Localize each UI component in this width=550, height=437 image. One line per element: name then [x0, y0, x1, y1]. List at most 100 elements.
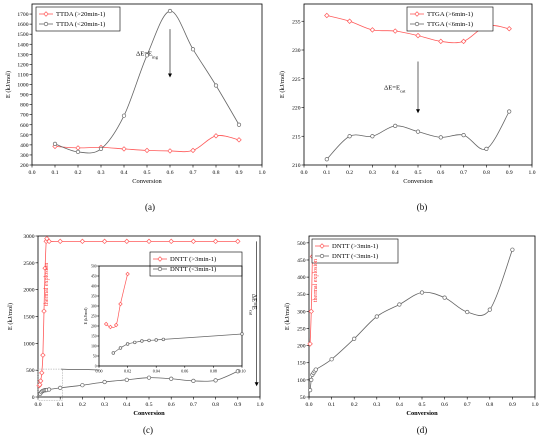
legend-box [406, 6, 494, 32]
legend: TTGA (>6min-1) TTGA (<6min-1) [406, 6, 494, 32]
y-tick-label: 300 [20, 153, 29, 159]
x-tick-label: 0.3 [98, 170, 105, 176]
data-point [213, 378, 218, 383]
data-point [98, 146, 104, 152]
data-point [46, 387, 52, 392]
x-tick-label: 0.2 [75, 170, 82, 176]
inset-data-point [140, 339, 144, 343]
data-point [352, 336, 357, 341]
data-point [57, 238, 63, 245]
y-tick-label: 1200 [17, 62, 28, 68]
y-tick-label: 100 [297, 378, 306, 384]
x-tick-label: 0.2 [346, 170, 353, 176]
x-tick-label: 0.7 [190, 402, 197, 408]
legend-entry: TTDA (<20min-1) [56, 21, 105, 28]
x-tick-label: 1.0 [529, 170, 536, 176]
legend: DNTT (>3min-1) DNTT (<3min-1) [149, 251, 243, 277]
inset-y-tick-label: 250 [91, 314, 97, 318]
x-axis-label: Conversion [406, 410, 438, 417]
data-point [52, 141, 58, 146]
data-point [313, 367, 318, 372]
x-tick-label: 0.0 [29, 170, 36, 176]
y-tick-label: 1500 [17, 32, 28, 38]
y-tick-label: 2000 [23, 288, 34, 294]
data-point [460, 38, 467, 45]
y-tick-label: 1300 [17, 52, 28, 58]
inset-y-tick-label: 50 [93, 354, 97, 358]
data-point [121, 146, 127, 152]
inset-y-tick-label: 350 [91, 294, 97, 298]
data-point [507, 109, 512, 114]
data-point [461, 132, 466, 138]
panel-label: (a) [145, 202, 155, 212]
legend-box [35, 6, 121, 32]
x-tick-label: 1.0 [257, 402, 264, 408]
y-tick-label: 3000 [23, 234, 34, 240]
data-point [41, 308, 47, 314]
data-point [236, 122, 242, 127]
data-point [46, 238, 52, 245]
x-axis-label: Conversion [132, 178, 162, 185]
inset-data-point [154, 338, 158, 342]
inset-data-point [118, 301, 123, 307]
inset-data-point [103, 321, 109, 327]
delta-e-annotation: ΔE=Ecat [384, 61, 420, 114]
legend-swatch-marker [43, 11, 49, 17]
legend-entry: TTDA (>20min-1) [56, 11, 105, 18]
y-tick-label: 350 [297, 292, 306, 298]
x-tick-label: 0.3 [373, 402, 380, 408]
y-tick-label: 450 [297, 258, 306, 264]
legend-entry: DNTT (<3min-1) [170, 266, 216, 273]
legend-swatch-marker [157, 256, 163, 262]
series-1 [308, 247, 515, 393]
inset-data-point [147, 338, 151, 343]
delta-e-label: ΔE=Ecat [249, 294, 257, 316]
inset-data-point [113, 322, 119, 328]
data-point [438, 38, 444, 45]
y-tick-label: 210 [292, 163, 301, 169]
y-tick-label: 200 [297, 344, 306, 350]
y-tick-label: 2500 [23, 261, 34, 267]
x-tick-label: 0.2 [351, 402, 358, 408]
inset-x-tick-label: 0.06 [181, 369, 188, 374]
data-point [346, 18, 353, 24]
inset-y-tick-label: 300 [91, 304, 97, 308]
data-point [397, 302, 402, 307]
inset-data-point [108, 324, 113, 330]
inset-y-tick-label: 500 [91, 264, 97, 268]
data-point [102, 379, 107, 385]
inset-data-point [125, 342, 130, 346]
delta-e-label: ΔE=Ecat [384, 84, 406, 93]
data-point [235, 369, 240, 374]
data-point [167, 8, 173, 14]
legend: DNTT (>3min-1) DNTT (<3min-1) [311, 238, 399, 264]
delta-e-label: ΔE=Eing [136, 50, 159, 59]
x-tick-label: 0.8 [213, 170, 220, 176]
inset-data-point [161, 337, 166, 342]
inset-x-tick-label: 0.00 [96, 369, 103, 374]
data-point [39, 370, 45, 376]
data-point [191, 378, 196, 384]
x-tick-label: 0.4 [392, 170, 399, 176]
data-point [393, 123, 398, 129]
y-tick-label: 1000 [23, 341, 34, 347]
legend-entry: DNTT (<3min-1) [332, 253, 378, 260]
x-tick-label: 0.6 [437, 170, 444, 176]
data-point [79, 238, 86, 245]
x-tick-label: 0.9 [506, 170, 513, 176]
data-point [75, 149, 81, 155]
legend-entry: TTGA (>6min-1) [427, 11, 473, 18]
data-point [510, 247, 515, 252]
inset-y-tick-label: 450 [91, 274, 97, 278]
legend-swatch-marker [319, 243, 325, 249]
series-1 [52, 8, 242, 155]
data-point [369, 27, 376, 33]
data-point [308, 308, 314, 315]
x-tick-label: 0.5 [419, 402, 426, 408]
data-point [37, 381, 43, 388]
y-axis-label: E (kJ/mol) [5, 71, 12, 98]
legend-box [149, 251, 243, 277]
delta-e-annotation: ΔE=Eing [136, 29, 172, 78]
legend-entry: DNTT (>3min-1) [170, 256, 216, 263]
